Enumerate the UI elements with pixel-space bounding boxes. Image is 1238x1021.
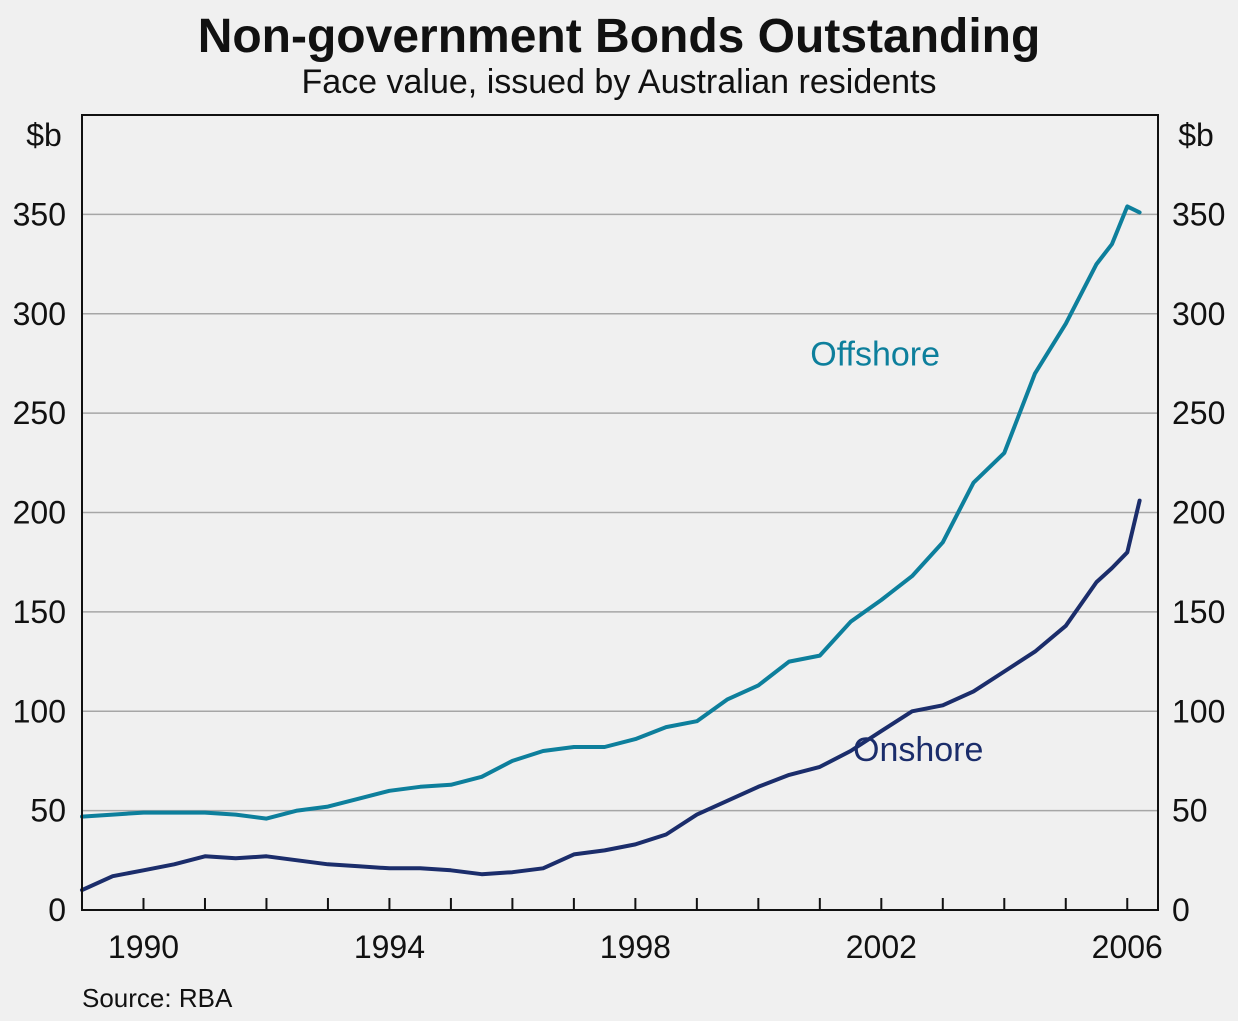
y-tick-label-right: 250	[1172, 395, 1225, 431]
y-tick-label-right: 350	[1172, 196, 1225, 232]
y-tick-label-right: 150	[1172, 594, 1225, 630]
x-tick-label: 1994	[354, 929, 425, 965]
x-tick-label: 1990	[108, 929, 179, 965]
y-unit-left: $b	[26, 117, 62, 153]
plot-frame	[81, 114, 1159, 911]
grid	[82, 213, 1158, 812]
series-label-offshore: Offshore	[810, 335, 940, 373]
y-tick-label-left: 250	[13, 395, 66, 431]
y-tick-label-left: 150	[13, 594, 66, 630]
y-tick-label-left: 300	[13, 296, 66, 332]
y-unit-right: $b	[1178, 117, 1214, 153]
x-tick-label: 1998	[600, 929, 671, 965]
y-tick-label-right: 300	[1172, 296, 1225, 332]
y-tick-label-right: 50	[1172, 793, 1208, 829]
y-tick-label-right: 100	[1172, 693, 1225, 729]
chart-title: Non-government Bonds Outstanding	[198, 10, 1041, 63]
series-line-onshore	[80, 498, 1142, 893]
y-tick-label-left: 350	[13, 196, 66, 232]
y-tick-label-left: 100	[13, 693, 66, 729]
x-tick-label: 2006	[1092, 929, 1163, 965]
source-note: Source: RBA	[82, 983, 233, 1013]
chart-subtitle: Face value, issued by Australian residen…	[301, 63, 936, 101]
y-tick-label-left: 200	[13, 495, 66, 531]
y-tick-label-right: 200	[1172, 495, 1225, 531]
series-line-offshore	[80, 204, 1142, 821]
series-label-onshore: Onshore	[853, 731, 983, 769]
series-layer	[80, 204, 1142, 893]
annotations: Offshore Onshore	[810, 335, 983, 769]
axes: 0 0 50 50 100 100 150 150 200 200 250 250 300 300 350 3…	[13, 196, 1226, 965]
y-tick-label-left: 50	[30, 793, 66, 829]
y-tick-label-left: 0	[48, 892, 66, 928]
y-tick-label-right: 0	[1172, 892, 1190, 928]
x-tick-label: 2002	[846, 929, 917, 965]
